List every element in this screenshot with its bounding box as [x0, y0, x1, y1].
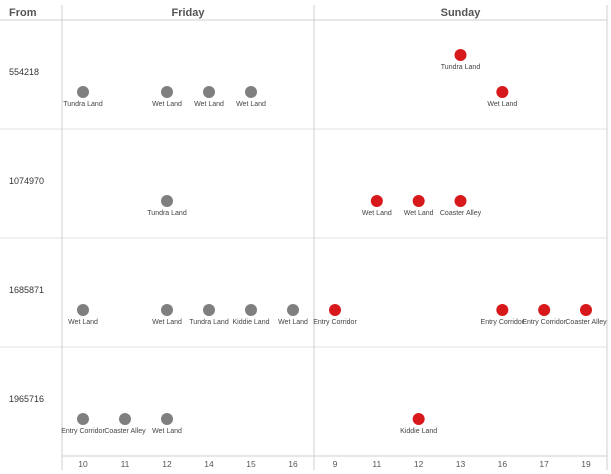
- data-point-label: Tundra Land: [63, 101, 103, 108]
- data-point: [203, 86, 215, 98]
- data-point-label: Kiddie Land: [400, 428, 437, 435]
- data-point: [370, 195, 383, 207]
- data-point-label: Kiddie Land: [233, 319, 270, 326]
- x-tick-label: 13: [456, 459, 466, 469]
- data-point: [329, 304, 341, 316]
- data-point: [77, 413, 89, 425]
- data-point-label: Entry Corridor: [313, 319, 357, 326]
- x-tick-label: 19: [581, 459, 591, 469]
- data-point-label: Tundra Land: [189, 319, 229, 326]
- data-point: [77, 86, 89, 98]
- data-point-label: Wet Land: [68, 319, 98, 326]
- data-point: [580, 304, 592, 316]
- row-labels: 554218 1074970 1685871 1965716: [9, 67, 44, 404]
- panel-header: Friday: [171, 7, 205, 19]
- row-label: 554218: [9, 67, 39, 77]
- data-point: [496, 304, 509, 316]
- data-point: [454, 195, 467, 207]
- data-point-label: Tundra Land: [147, 210, 187, 217]
- data-points: Tundra Land Wet Land Wet Land Wet Land Tundr…: [61, 49, 607, 435]
- row-label: 1965716: [9, 394, 44, 404]
- data-point-label: Wet Land: [278, 319, 308, 326]
- data-point: [245, 86, 257, 98]
- x-tick-label: 12: [162, 459, 172, 469]
- x-tick-label: 15: [246, 459, 256, 469]
- data-point: [287, 304, 299, 316]
- x-tick-label: 12: [414, 459, 424, 469]
- data-point: [203, 304, 215, 316]
- data-point-label: Entry Corridor: [61, 428, 105, 435]
- data-point: [412, 413, 425, 425]
- x-tick-label: 11: [121, 459, 130, 469]
- data-point-label: Wet Land: [236, 101, 266, 108]
- data-point-label: Tundra Land: [441, 64, 481, 71]
- data-point-label: Wet Land: [194, 101, 224, 108]
- data-point: [412, 195, 425, 207]
- row-label: 1685871: [9, 285, 44, 295]
- data-point: [161, 86, 173, 98]
- data-point-label: Wet Land: [362, 210, 392, 217]
- data-point: [538, 304, 551, 316]
- data-point-label: Wet Land: [152, 428, 182, 435]
- grid-layer: [0, 5, 608, 470]
- row-header-from: From: [9, 7, 37, 19]
- x-tick-label: 11: [372, 459, 381, 469]
- panel-headers: Friday Sunday: [171, 7, 481, 19]
- x-tick-label: 16: [498, 459, 508, 469]
- data-point-label: Coaster Alley: [565, 319, 607, 326]
- data-point: [119, 413, 131, 425]
- data-point: [245, 304, 257, 316]
- data-point-label: Coaster Alley: [440, 210, 482, 217]
- data-point-label: Entry Corridor: [522, 319, 566, 326]
- row-label: 1074970: [9, 176, 44, 186]
- data-point-label: Wet Land: [152, 319, 182, 326]
- data-point-label: Entry Corridor: [481, 319, 525, 326]
- data-point-label: Coaster Alley: [104, 428, 146, 435]
- panel-header: Sunday: [441, 7, 482, 19]
- data-point: [496, 86, 509, 98]
- data-point-label: Wet Land: [152, 101, 182, 108]
- x-tick-label: 9: [333, 459, 338, 469]
- x-tick-label: 16: [288, 459, 298, 469]
- data-point: [161, 304, 173, 316]
- x-tick-label: 14: [204, 459, 214, 469]
- x-tick-label: 10: [78, 459, 88, 469]
- x-axis-ticks: 10 11 12 14 15 16 9 11 12 13 16 17 19: [78, 459, 591, 469]
- data-point: [77, 304, 89, 316]
- data-point-label: Wet Land: [404, 210, 434, 217]
- data-point-label: Wet Land: [487, 101, 517, 108]
- data-point: [161, 195, 173, 207]
- x-tick-label: 17: [539, 459, 549, 469]
- data-point: [454, 49, 467, 61]
- data-point: [161, 413, 173, 425]
